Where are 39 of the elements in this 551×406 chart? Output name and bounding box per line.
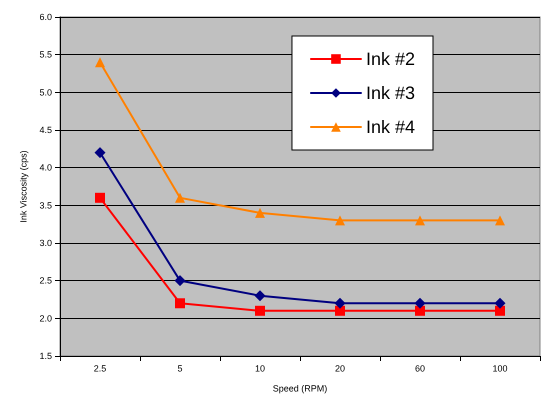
point: [255, 306, 265, 316]
legend-label: Ink #3: [366, 83, 416, 103]
legend-label: Ink #4: [366, 117, 416, 137]
x-tick-label: 20: [334, 364, 346, 374]
point: [415, 215, 425, 226]
x-tick-label: 10: [254, 364, 266, 374]
y-tick-label: 3.5: [39, 200, 52, 210]
point: [495, 306, 505, 316]
point: [95, 192, 105, 203]
point: [494, 298, 506, 309]
y-tick-label: 5.0: [39, 87, 52, 98]
y-tick-label: 5.5: [39, 50, 52, 60]
x-tick-label: 60: [414, 364, 426, 374]
point: [175, 298, 185, 308]
y-axis-title: Ink Viscosity (cps): [18, 150, 28, 223]
y-tick-label: 2.0: [39, 313, 52, 324]
point: [335, 215, 345, 226]
point: [334, 298, 346, 309]
x-tick-label: 2.5: [94, 364, 106, 374]
point: [415, 306, 425, 316]
point: [95, 57, 105, 68]
x-tick-label: 5: [177, 364, 183, 374]
y-tick-label: 3.0: [39, 238, 52, 248]
point: [94, 147, 106, 158]
point: [255, 208, 265, 218]
point: [175, 192, 185, 203]
y-tick-label: 6.0: [39, 12, 52, 22]
point: [495, 215, 505, 226]
x-axis-title: Speed (RPM): [272, 384, 328, 394]
y-tick-label: 4.5: [39, 125, 52, 135]
y-tick-label: 1.5: [39, 351, 52, 361]
y-tick-label: 2.5: [39, 276, 52, 286]
point: [254, 290, 266, 302]
y-tick-label: 4.0: [39, 162, 52, 173]
point: [414, 298, 426, 309]
point: [174, 275, 186, 286]
point: [335, 306, 345, 316]
x-tick-label: 100: [492, 364, 508, 374]
legend-label: Ink #2: [366, 49, 416, 69]
